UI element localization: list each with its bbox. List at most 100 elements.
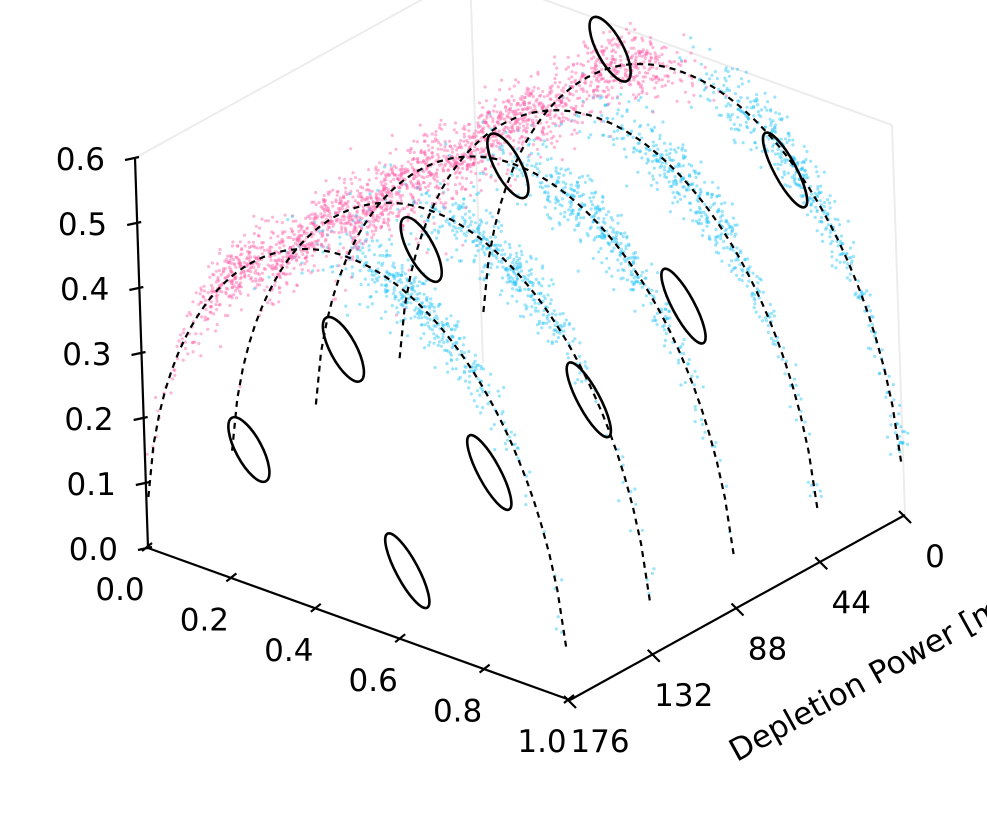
point — [619, 277, 623, 281]
point — [652, 154, 656, 158]
point — [409, 162, 413, 166]
point — [214, 329, 218, 333]
point — [206, 291, 210, 295]
point — [321, 231, 325, 236]
point — [286, 235, 290, 240]
point — [305, 259, 309, 263]
point — [305, 251, 310, 255]
point — [616, 258, 620, 262]
point — [604, 95, 608, 99]
point — [411, 196, 415, 200]
point — [449, 314, 453, 318]
point — [509, 102, 513, 106]
point — [406, 148, 410, 153]
point — [383, 290, 387, 294]
point — [575, 180, 579, 184]
point — [240, 252, 244, 256]
point — [667, 155, 671, 159]
point — [496, 121, 500, 125]
point — [316, 243, 320, 247]
point — [385, 186, 389, 190]
point — [664, 161, 668, 165]
point — [568, 321, 572, 325]
point — [693, 369, 697, 373]
point — [410, 158, 415, 162]
point — [443, 140, 447, 144]
point — [638, 51, 642, 55]
point — [382, 220, 386, 224]
point — [304, 216, 308, 220]
point — [574, 89, 579, 93]
point — [585, 366, 589, 370]
point — [600, 67, 604, 71]
point — [691, 219, 695, 223]
point — [400, 172, 404, 176]
point — [433, 365, 437, 370]
point — [187, 310, 191, 315]
point — [373, 280, 377, 284]
point — [350, 218, 354, 222]
point — [631, 259, 635, 263]
point — [251, 279, 255, 283]
point — [629, 288, 633, 292]
point — [760, 149, 764, 153]
point — [618, 253, 622, 257]
point — [703, 202, 707, 206]
point — [348, 222, 352, 226]
point — [355, 254, 359, 258]
point — [450, 196, 454, 200]
point — [515, 202, 520, 206]
point — [658, 157, 663, 161]
point — [655, 323, 659, 327]
point — [354, 229, 359, 233]
point — [297, 229, 301, 233]
point — [487, 240, 491, 244]
point — [592, 66, 597, 70]
point — [730, 225, 734, 229]
point — [728, 118, 733, 122]
point — [483, 263, 487, 267]
point — [287, 251, 291, 255]
point — [692, 93, 696, 97]
point — [745, 105, 749, 109]
point — [460, 185, 465, 189]
point — [670, 81, 675, 85]
point — [727, 222, 731, 226]
point — [402, 286, 406, 290]
point — [555, 171, 559, 175]
point — [573, 78, 578, 82]
point — [707, 237, 711, 241]
point — [524, 307, 528, 311]
point — [670, 158, 674, 162]
point — [651, 45, 655, 50]
point — [503, 106, 508, 110]
point — [434, 172, 438, 176]
point — [492, 254, 496, 258]
point — [601, 30, 606, 35]
point — [239, 292, 243, 296]
point — [792, 178, 796, 182]
point — [632, 147, 637, 151]
point — [355, 214, 359, 218]
point — [653, 60, 658, 64]
point — [367, 225, 371, 229]
pane-edge-3 — [134, 0, 424, 159]
point — [682, 217, 686, 221]
point — [496, 226, 500, 230]
point — [423, 153, 427, 157]
point — [540, 131, 545, 135]
point — [288, 254, 292, 258]
point — [455, 148, 459, 152]
point — [366, 188, 370, 192]
point — [624, 73, 628, 77]
point — [442, 206, 446, 210]
point — [809, 203, 813, 207]
scatter-points — [145, 21, 910, 634]
point — [525, 107, 529, 111]
point — [508, 108, 512, 112]
point — [396, 176, 400, 181]
point — [512, 270, 516, 274]
point — [472, 161, 476, 165]
point — [696, 199, 701, 204]
point — [506, 274, 510, 278]
